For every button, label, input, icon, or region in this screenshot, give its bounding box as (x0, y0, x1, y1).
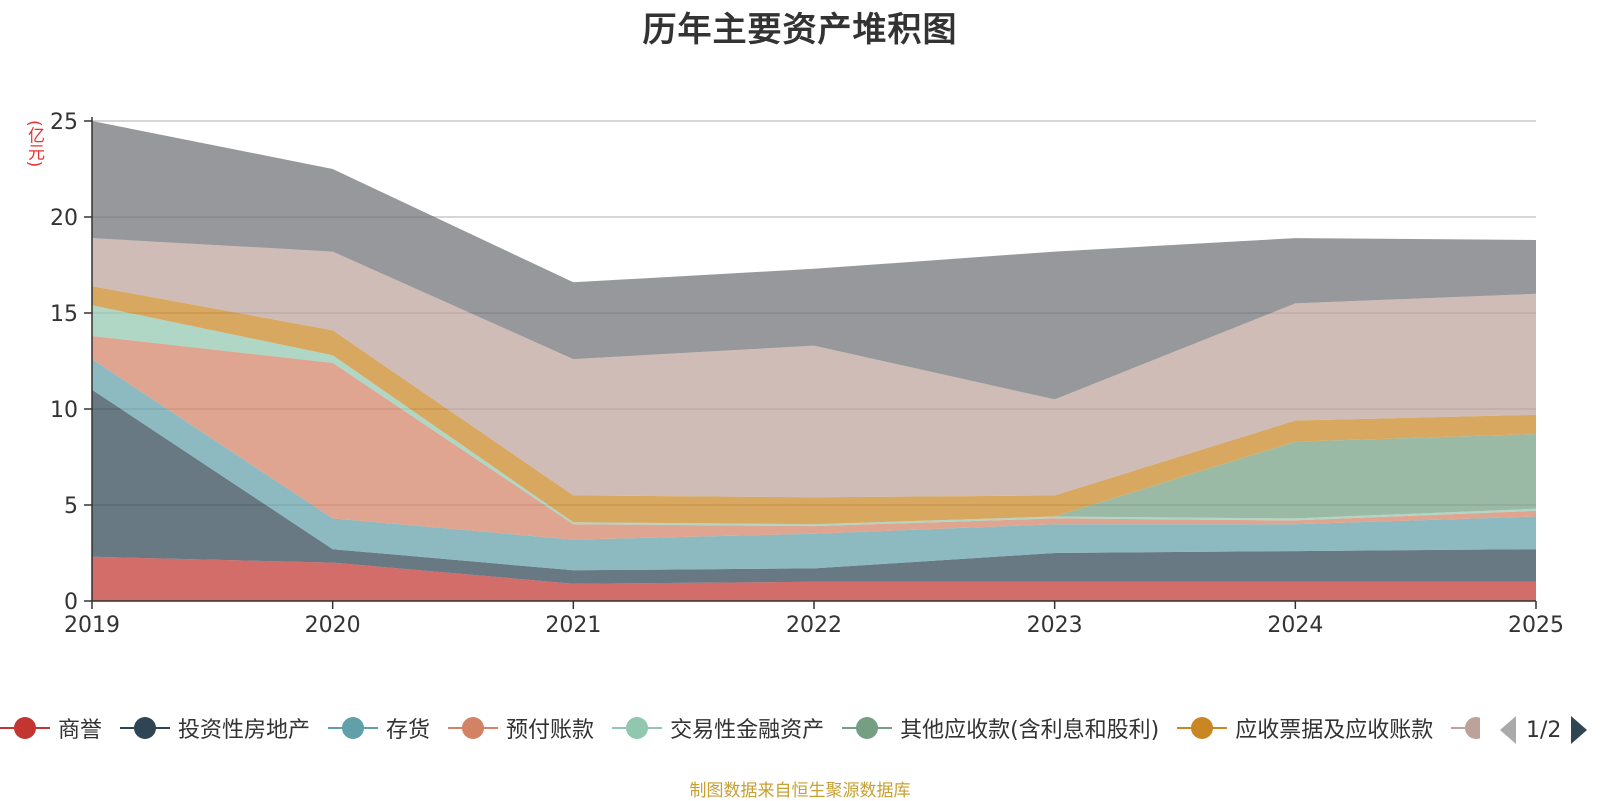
legend: 商誉 投资性房地产 存货 预付账款 交易性金融资产 其他应收款(含利息和股利) 应收票据及应… (0, 712, 1480, 752)
legend-label: 交易性金融资产 (670, 718, 825, 743)
legend-prev-page-icon[interactable] (1500, 716, 1516, 744)
data-source-note: 制图数据来自恒生聚源数据库 (689, 781, 911, 801)
legend-item[interactable]: 应收票据及应收账款 (1177, 712, 1433, 744)
legend-item[interactable]: 投资性房地产 (120, 712, 310, 744)
legend-item[interactable]: 商誉 (0, 712, 102, 744)
legend-label: 其他应收款(含利息和股利) (900, 718, 1160, 743)
x-tick-label: 2019 (64, 613, 120, 638)
legend-marker-icon (448, 714, 499, 742)
y-tick-label: 0 (64, 590, 78, 615)
legend-marker-icon (612, 714, 663, 742)
legend-marker-icon (842, 714, 893, 742)
x-tick-label: 2024 (1267, 613, 1323, 638)
y-tick-label: 5 (64, 494, 78, 519)
area-series-5 (92, 305, 1536, 525)
y-tick-label: 25 (50, 110, 78, 135)
area-series-1 (92, 389, 1536, 584)
legend-item[interactable]: 其他应收款(含利息和股利) (842, 712, 1159, 744)
x-tick-label: 2020 (305, 613, 361, 638)
legend-label: 应收票据及应收账款 (1235, 718, 1434, 743)
legend-item[interactable]: 预付账款 (448, 712, 594, 744)
legend-marker-icon (1177, 714, 1228, 742)
y-tick-label: 10 (50, 398, 78, 423)
legend-item[interactable]: 其他流动资产 (1451, 712, 1480, 744)
x-tick-label: 2021 (545, 613, 601, 638)
area-series-8 (92, 121, 1536, 400)
area-series-6 (92, 286, 1536, 525)
legend-label: 存货 (386, 718, 431, 743)
legend-page-indicator: 1/2 (1526, 717, 1562, 743)
legend-label: 预付账款 (506, 718, 595, 743)
y-tick-label: 15 (50, 302, 78, 327)
legend-marker-icon (328, 714, 379, 742)
area-layer (92, 121, 1536, 601)
x-tick-label: 2025 (1508, 613, 1564, 638)
y-axis-unit-label: (亿元) (24, 120, 44, 168)
legend-marker-icon (1451, 714, 1480, 742)
x-tick-label: 2023 (1027, 613, 1083, 638)
legend-item[interactable]: 存货 (328, 712, 430, 744)
legend-label: 商誉 (58, 718, 103, 743)
legend-label: 投资性房地产 (178, 718, 311, 743)
legend-marker-icon (0, 714, 50, 742)
legend-item[interactable]: 交易性金融资产 (612, 712, 824, 744)
area-series-0 (92, 556, 1536, 601)
x-tick-label: 2022 (786, 613, 842, 638)
area-series-2 (92, 359, 1536, 571)
legend-marker-icon (120, 714, 171, 742)
legend-next-page-icon[interactable] (1571, 716, 1588, 744)
chart-title: 历年主要资产堆积图 (642, 10, 958, 50)
area-series-3 (92, 336, 1536, 540)
area-series-7 (92, 238, 1536, 498)
y-tick-label: 20 (50, 206, 78, 231)
legend-pager: 1/2 (1500, 716, 1588, 744)
